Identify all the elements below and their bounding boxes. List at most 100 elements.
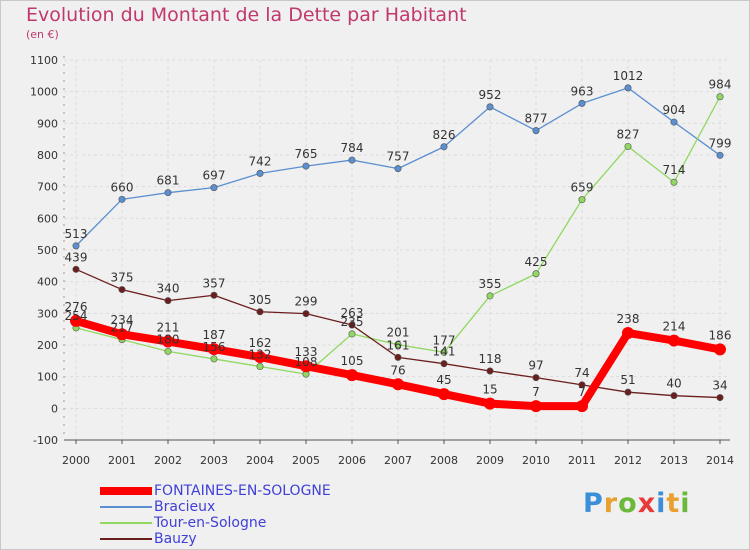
x-tick-label: 2007: [384, 454, 412, 467]
data-label: 74: [574, 366, 589, 380]
logo-letter: x: [637, 488, 657, 519]
data-label: 177: [433, 333, 456, 347]
data-point: [118, 195, 126, 203]
data-point: [162, 335, 174, 348]
data-label: 439: [65, 250, 88, 264]
data-label: 235: [341, 315, 364, 329]
data-point: [622, 326, 634, 339]
data-point: [670, 392, 678, 400]
data-point: [484, 397, 496, 410]
data-label: 877: [525, 112, 548, 126]
legend-swatch: [100, 522, 152, 524]
data-point: [72, 265, 80, 273]
x-tick-label: 2014: [706, 454, 734, 467]
data-label: 118: [479, 352, 502, 366]
data-label: 984: [709, 78, 732, 92]
data-point: [438, 388, 450, 401]
data-label: 76: [390, 363, 405, 377]
data-point: [486, 103, 494, 111]
data-point: [530, 400, 542, 413]
data-label: 161: [387, 338, 410, 352]
y-tick-label: 600: [37, 212, 58, 225]
data-point: [164, 189, 172, 197]
data-point: [440, 348, 448, 356]
data-point: [348, 321, 356, 329]
data-point: [210, 184, 218, 192]
data-label: 214: [663, 320, 686, 334]
y-tick-label: 900: [37, 117, 58, 130]
data-label: 375: [111, 271, 134, 285]
data-label: 132: [249, 348, 272, 362]
x-tick-label: 2013: [660, 454, 688, 467]
data-label: 141: [433, 345, 456, 359]
data-label: 7: [578, 385, 586, 399]
data-point: [716, 93, 724, 101]
chart-title: Evolution du Montant de la Dette par Hab…: [26, 4, 467, 26]
data-label: 1012: [613, 69, 644, 83]
data-point: [394, 165, 402, 173]
data-point: [118, 286, 126, 294]
data-label: 162: [249, 336, 272, 350]
x-tick-label: 2000: [62, 454, 90, 467]
data-point: [624, 84, 632, 92]
data-label: 40: [666, 377, 681, 391]
data-label: 757: [387, 150, 410, 164]
data-label: 425: [525, 255, 548, 269]
data-label: 305: [249, 293, 272, 307]
legend-label: Tour-en-Sologne: [154, 515, 267, 531]
data-label: 660: [111, 180, 134, 194]
data-point: [302, 310, 310, 318]
data-point: [670, 118, 678, 126]
legend-swatch: [100, 487, 152, 495]
data-point: [578, 99, 586, 107]
data-label: 201: [387, 326, 410, 340]
logo-letter: r: [603, 488, 619, 519]
data-point: [210, 355, 218, 363]
data-label: 186: [709, 328, 732, 342]
data-label: 97: [528, 359, 543, 373]
data-label: 904: [663, 103, 686, 117]
data-point: [346, 369, 358, 382]
data-label: 714: [663, 163, 686, 177]
data-label: 799: [709, 136, 732, 150]
legend-label: Bauzy: [154, 531, 197, 547]
data-point: [578, 381, 586, 389]
legend-label: FONTAINES-EN-SOLOGNE: [154, 483, 331, 499]
x-tick-label: 2010: [522, 454, 550, 467]
x-tick-label: 2005: [292, 454, 320, 467]
data-point: [394, 353, 402, 361]
x-tick-label: 2008: [430, 454, 458, 467]
data-point: [714, 343, 726, 356]
data-point: [116, 328, 128, 341]
x-tick-label: 2003: [200, 454, 228, 467]
data-point: [668, 334, 680, 347]
data-point: [624, 388, 632, 396]
y-tick-label: 300: [37, 307, 58, 320]
data-label: 254: [65, 309, 88, 323]
logo-letter: t: [666, 488, 681, 519]
data-point: [210, 291, 218, 299]
data-point: [532, 270, 540, 278]
data-point: [256, 308, 264, 316]
proxiti-logo: Proxiti: [583, 488, 691, 519]
y-tick-label: 400: [37, 276, 58, 289]
data-label: 108: [295, 355, 318, 369]
data-label: 355: [479, 277, 502, 291]
y-tick-label: 500: [37, 244, 58, 257]
data-label: 263: [341, 306, 364, 320]
chart-subtitle: (en €): [26, 28, 59, 41]
x-tick-label: 2001: [108, 454, 136, 467]
data-label: 15: [482, 383, 497, 397]
data-label: 827: [617, 127, 640, 141]
data-label: 340: [157, 282, 180, 296]
data-label: 105: [341, 354, 364, 368]
logo-letter: o: [618, 488, 638, 519]
data-point: [486, 292, 494, 300]
data-label: 963: [571, 84, 594, 98]
data-point: [440, 360, 448, 368]
y-tick-label: 700: [37, 181, 58, 194]
data-label: 234: [111, 313, 134, 327]
logo-letter: i: [680, 488, 691, 519]
data-label: 299: [295, 295, 318, 309]
line-chart: -100 0 100 200 300 400 500 600 700 800 900 1000 1100…: [30, 54, 734, 467]
